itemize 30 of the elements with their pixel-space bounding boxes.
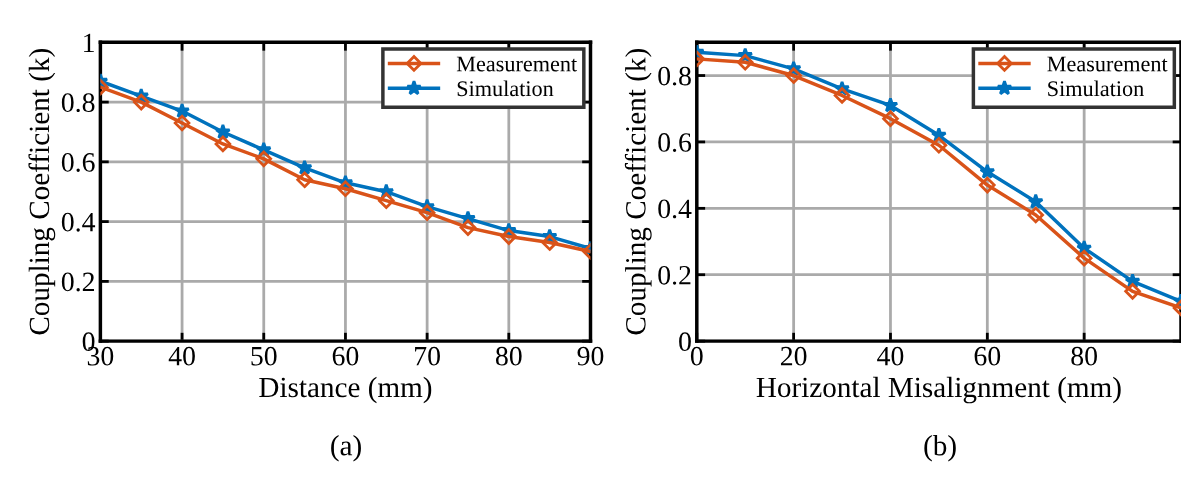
y-tick-label: 0.6 xyxy=(61,153,95,172)
x-tick-label: 90 xyxy=(577,346,604,366)
legend-label: Measurement xyxy=(1047,56,1168,72)
text: (b) xyxy=(924,434,956,462)
x-tick-label: 70 xyxy=(415,346,440,366)
text: (a) xyxy=(331,434,361,462)
legend-label: Measurement xyxy=(456,56,578,72)
x-axis-title: Distance (mm) xyxy=(259,376,432,404)
y-tick-label: 0 xyxy=(679,332,691,352)
x-axis-title: Horizontal Misalignment (mm) xyxy=(756,376,1121,404)
x-tick-label: 80 xyxy=(495,346,522,366)
x-tick-label: 40 xyxy=(168,346,195,366)
y-tick-label: 0.4 xyxy=(658,199,692,219)
x-tick-label: 20 xyxy=(780,346,807,366)
y-tick-label: 0.8 xyxy=(658,66,691,86)
x-tick-label: 40 xyxy=(877,346,904,366)
y-tick-label: 0.8 xyxy=(61,93,95,113)
y-tick-label: 0.2 xyxy=(658,265,691,285)
y-axis-title: Coupling Coefficient (k) xyxy=(624,49,652,335)
x-tick-label: 80 xyxy=(1071,346,1097,366)
x-tick-label: 60 xyxy=(332,346,359,366)
y-tick-label: 1 xyxy=(84,33,94,52)
legend-label: Simulation xyxy=(457,80,554,97)
y-tick-label: 0.4 xyxy=(61,212,96,232)
x-tick-label: 50 xyxy=(251,346,277,366)
y-tick-label: 0.2 xyxy=(61,272,94,292)
y-tick-label: 0.6 xyxy=(658,133,692,152)
legend-label: Simulation xyxy=(1048,80,1144,97)
x-tick-label: 60 xyxy=(974,346,1001,366)
y-axis-title: Coupling Coefficient (k) xyxy=(28,49,56,335)
